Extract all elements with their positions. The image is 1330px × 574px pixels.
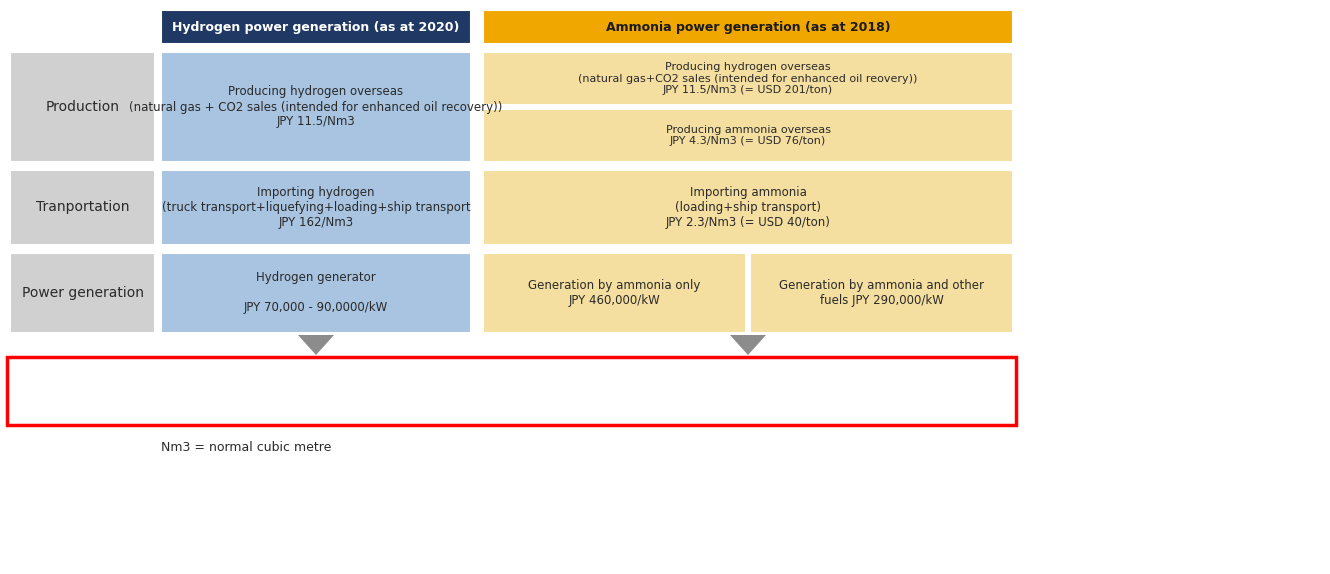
Text: Hydrogen power generation (as at 2020): Hydrogen power generation (as at 2020) bbox=[173, 21, 460, 33]
FancyBboxPatch shape bbox=[11, 253, 156, 333]
Text: Production: Production bbox=[45, 100, 120, 114]
Polygon shape bbox=[730, 335, 766, 355]
FancyBboxPatch shape bbox=[11, 170, 156, 245]
FancyBboxPatch shape bbox=[7, 357, 1016, 425]
FancyBboxPatch shape bbox=[11, 361, 156, 421]
FancyBboxPatch shape bbox=[483, 170, 1013, 245]
FancyBboxPatch shape bbox=[483, 361, 746, 421]
Text: Tranportation: Tranportation bbox=[36, 200, 129, 215]
Text: Nm3 = normal cubic metre: Nm3 = normal cubic metre bbox=[161, 441, 331, 454]
Text: Generation cost: Generation cost bbox=[27, 384, 138, 398]
FancyBboxPatch shape bbox=[483, 253, 746, 333]
FancyBboxPatch shape bbox=[11, 52, 156, 162]
Text: Hydrogen generator

JPY 70,000 - 90,0000/kW: Hydrogen generator JPY 70,000 - 90,0000/… bbox=[243, 272, 388, 315]
Text: 100% ammonia
JPY 23.5/kWh: 100% ammonia JPY 23.5/kWh bbox=[565, 377, 664, 405]
FancyBboxPatch shape bbox=[161, 10, 471, 44]
Text: Ammonia power generation (as at 2018): Ammonia power generation (as at 2018) bbox=[605, 21, 890, 33]
FancyBboxPatch shape bbox=[750, 361, 1013, 421]
Text: 10% hydrogen fuel mix (reference)
JPY 20.9/kWh: 10% hydrogen fuel mix (reference) JPY 20… bbox=[285, 377, 504, 405]
Text: Producing hydrogen overseas
(natural gas + CO2 sales (intended for enhanced oil : Producing hydrogen overseas (natural gas… bbox=[129, 86, 503, 129]
Text: Importing hydrogen
(truck transport+liquefying+loading+ship transport
JPY 162/Nm: Importing hydrogen (truck transport+liqu… bbox=[162, 186, 471, 229]
Text: 100% hydrogen
JPY 97.3/kWh: 100% hydrogen JPY 97.3/kWh bbox=[188, 377, 287, 405]
Text: Importing ammonia
(loading+ship transport)
JPY 2.3/Nm3 (= USD 40/ton): Importing ammonia (loading+ship transpor… bbox=[665, 186, 830, 229]
FancyBboxPatch shape bbox=[318, 361, 471, 421]
FancyBboxPatch shape bbox=[750, 253, 1013, 333]
Text: 20% ammonia fuel mix (reference)
JPY 12.9/kWh: 20% ammonia fuel mix (reference) JPY 12.… bbox=[771, 377, 991, 405]
Polygon shape bbox=[298, 335, 334, 355]
Text: Producing hydrogen overseas
(natural gas+CO2 sales (intended for enhanced oil re: Producing hydrogen overseas (natural gas… bbox=[579, 62, 918, 95]
FancyBboxPatch shape bbox=[483, 10, 1013, 44]
FancyBboxPatch shape bbox=[161, 170, 471, 245]
FancyBboxPatch shape bbox=[483, 109, 1013, 162]
FancyBboxPatch shape bbox=[161, 52, 471, 162]
Text: Generation by ammonia and other
fuels JPY 290,000/kW: Generation by ammonia and other fuels JP… bbox=[779, 279, 984, 307]
FancyBboxPatch shape bbox=[483, 52, 1013, 105]
Text: Generation by ammonia only
JPY 460,000/kW: Generation by ammonia only JPY 460,000/k… bbox=[528, 279, 701, 307]
Text: Producing ammonia overseas
JPY 4.3/Nm3 (= USD 76/ton): Producing ammonia overseas JPY 4.3/Nm3 (… bbox=[665, 125, 830, 146]
Text: Power generation: Power generation bbox=[21, 286, 144, 300]
FancyBboxPatch shape bbox=[161, 361, 314, 421]
FancyBboxPatch shape bbox=[161, 253, 471, 333]
